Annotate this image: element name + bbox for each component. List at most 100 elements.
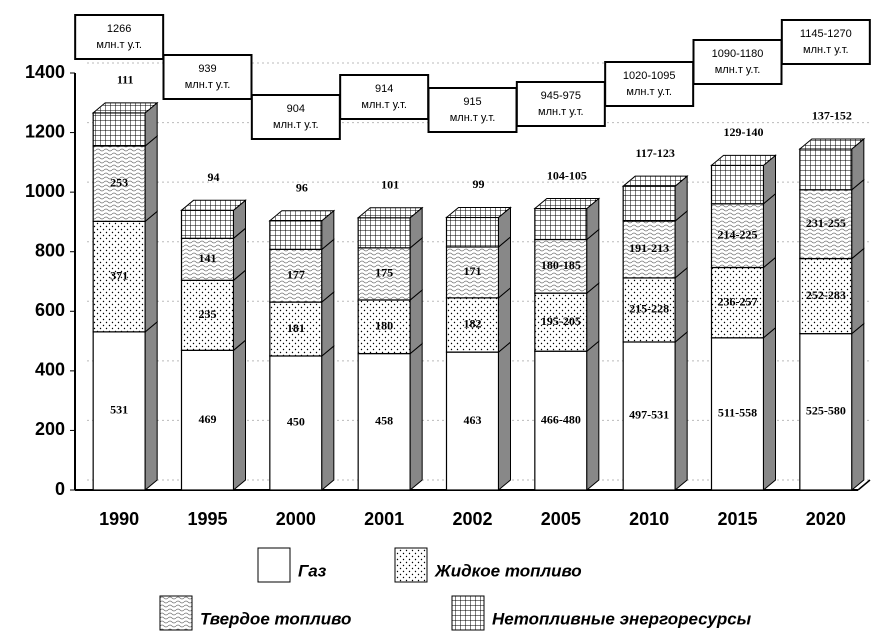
- bar-segment: [799, 257, 853, 335]
- bar-side: [144, 134, 158, 223]
- bar-side: [498, 341, 511, 492]
- legend-swatch: [159, 595, 193, 631]
- value-label: 252-283: [806, 288, 846, 302]
- bar-side: [321, 238, 335, 304]
- legend-label: Жидкое топливо: [434, 561, 582, 580]
- bar-segment: [445, 246, 500, 299]
- x-tick-label: 2000: [276, 509, 316, 529]
- bar-side: [144, 320, 158, 492]
- total-box: [162, 54, 253, 100]
- legend-swatch: [394, 547, 428, 583]
- value-label: 180-185: [541, 258, 581, 272]
- value-label: 469: [199, 412, 217, 426]
- y-tick-label: 1000: [25, 181, 65, 201]
- value-label: 236-257: [718, 294, 758, 308]
- bar-segment: [799, 333, 853, 491]
- total-unit: млн.т у.т.: [715, 64, 761, 76]
- total-box: [692, 39, 783, 85]
- total-box: [515, 81, 606, 127]
- bar-segment: [180, 279, 235, 351]
- value-label: 450: [287, 415, 305, 429]
- bar-side: [144, 210, 158, 333]
- value-label: 177: [287, 267, 305, 281]
- x-axis-depth: [857, 479, 871, 491]
- y-tick-label: 600: [35, 300, 65, 320]
- value-label: 141: [199, 251, 217, 265]
- bar-segment: [534, 207, 588, 241]
- bar-segment: [357, 299, 411, 355]
- y-tick-label: 400: [35, 360, 65, 380]
- value-label: 175: [375, 266, 393, 280]
- legend-swatch: [451, 595, 485, 631]
- value-label: 214-225: [718, 227, 758, 241]
- legend-label: Нетопливные энергоресурсы: [492, 609, 752, 628]
- bar-top: [710, 154, 777, 166]
- bar-side: [409, 342, 423, 492]
- bar-segment: [799, 148, 853, 191]
- bar-top: [180, 199, 247, 211]
- total-unit: млн.т у.т.: [450, 112, 496, 124]
- y-tick-label: 200: [35, 419, 65, 439]
- value-label: 111: [117, 73, 134, 87]
- bar-top: [621, 175, 689, 187]
- total-unit: млн.т у.т.: [273, 119, 319, 131]
- x-tick-label: 1995: [187, 509, 227, 529]
- bar-segment: [357, 352, 411, 491]
- value-label: 96: [296, 180, 308, 194]
- bar-segment: [534, 292, 588, 352]
- value-label: 463: [464, 413, 482, 427]
- total-box: [250, 94, 341, 140]
- value-label: 171: [464, 264, 482, 278]
- bar-segment: [445, 351, 500, 491]
- value-label: 215-228: [629, 302, 669, 316]
- value-label: 235: [199, 307, 217, 321]
- legend-label: Газ: [298, 561, 327, 580]
- total-box: [339, 74, 430, 120]
- value-label: 191-213: [629, 241, 669, 255]
- bar-side: [409, 288, 423, 355]
- bar-segment: [269, 220, 323, 250]
- value-label: 181: [287, 321, 305, 335]
- bar-segment: [357, 217, 411, 249]
- total-box: [74, 14, 165, 60]
- bar-side: [321, 344, 335, 492]
- bar-top: [356, 207, 424, 219]
- x-tick-label: 1990: [99, 509, 139, 529]
- bar-side: [233, 339, 246, 492]
- bar-segment: [180, 349, 235, 491]
- value-label: 195-205: [541, 314, 581, 328]
- total-label: 1145-1270: [800, 28, 852, 40]
- legend-label: Твердое топливо: [200, 609, 351, 628]
- total-label: 945-975: [541, 90, 581, 102]
- value-label: 511-558: [718, 406, 757, 420]
- bar-side: [674, 209, 688, 279]
- bar-side: [586, 228, 600, 295]
- bar-segment: [269, 355, 323, 491]
- total-label: 914: [375, 83, 393, 95]
- total-unit: млн.т у.т.: [538, 106, 584, 118]
- bar-side: [763, 326, 776, 492]
- value-label: 458: [375, 414, 393, 428]
- bar-segment: [799, 189, 853, 260]
- x-tick-label: 2010: [629, 509, 669, 529]
- bar-segment: [445, 216, 500, 248]
- total-label: 1090-1180: [712, 48, 764, 60]
- value-label: 94: [208, 170, 220, 184]
- total-label: 1266: [107, 23, 131, 35]
- bar-top: [91, 102, 159, 114]
- total-label: 915: [463, 96, 481, 108]
- bar-segment: [534, 350, 588, 491]
- x-tick-label: 2002: [452, 509, 492, 529]
- bar-side: [851, 247, 865, 335]
- total-unit: млн.т у.т.: [185, 79, 231, 91]
- value-label: 497-531: [629, 408, 669, 422]
- x-tick-label: 2020: [806, 509, 846, 529]
- bar-side: [763, 192, 776, 269]
- total-unit: млн.т у.т.: [626, 86, 672, 98]
- bar-segment: [269, 248, 323, 303]
- legend-swatch: [257, 547, 291, 583]
- bar-segment: [180, 209, 235, 239]
- bar-side: [409, 236, 423, 302]
- x-tick-label: 2001: [364, 509, 404, 529]
